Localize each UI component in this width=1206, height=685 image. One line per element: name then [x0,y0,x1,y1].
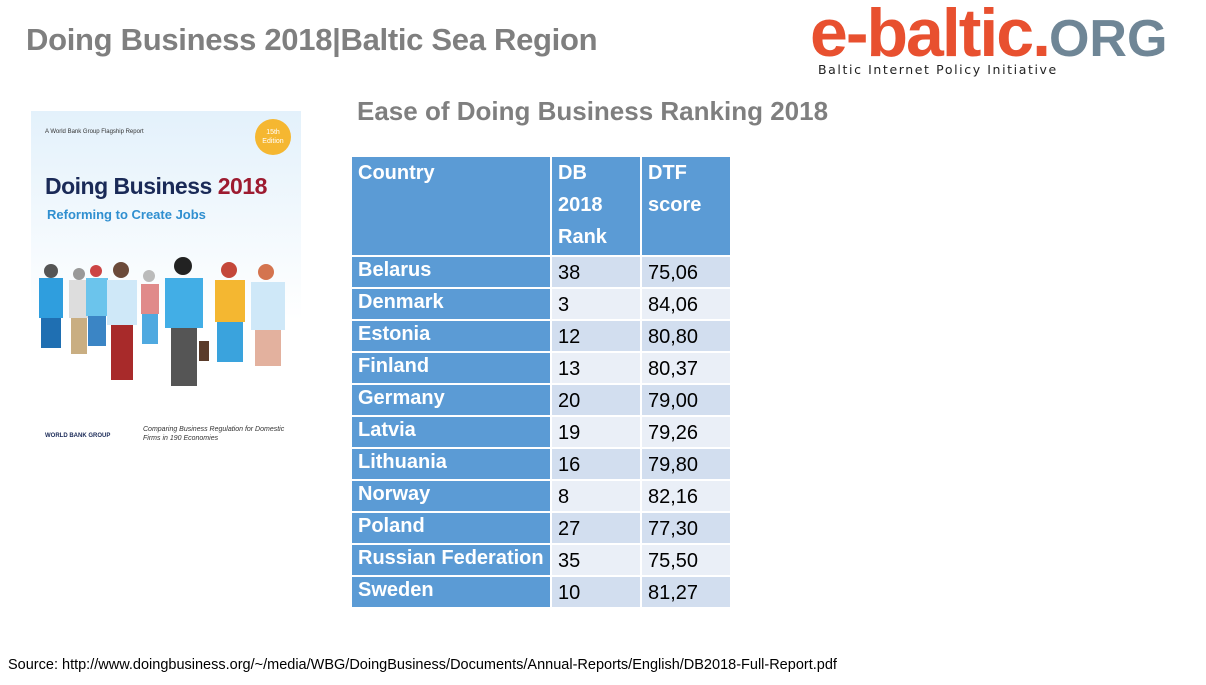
table-row: Belarus 38 75,06 [350,255,732,289]
slide-title: Doing Business 2018|Baltic Sea Region [26,22,598,57]
table-row: Estonia 12 80,80 [350,319,732,353]
cover-title-year: 2018 [217,173,268,199]
cell-dtf-score: 79,26 [640,415,732,449]
cell-rank: 35 [550,543,642,577]
people-figures [39,257,285,386]
world-bank-group-logo: WORLD BANK GROUP [45,433,111,439]
cell-country: Denmark [350,287,552,321]
cell-dtf-score: 82,16 [640,479,732,513]
cell-rank: 13 [550,351,642,385]
table-title: Ease of Doing Business Ranking 2018 [357,96,829,126]
logo-org-text: ORG [1048,10,1168,68]
cell-dtf-score: 81,27 [640,575,732,609]
cell-country: Latvia [350,415,552,449]
cover-title-text: Doing Business [45,173,218,199]
cell-dtf-score: 80,80 [640,319,732,353]
table-row: Russian Federation 35 75,50 [350,543,732,577]
table-row: Latvia 19 79,26 [350,415,732,449]
logo-tagline: Baltic Internet Policy Initiative [818,62,1058,77]
people-illustration [39,257,285,386]
cell-country: Belarus [350,255,552,289]
cell-country: Sweden [350,575,552,609]
table-row: Denmark 3 84,06 [350,287,732,321]
ranking-table: Country DB 2018 Rank DTF score Belarus 38… [350,155,732,609]
header-rank: DB 2018 Rank [550,155,642,257]
cell-rank: 12 [550,319,642,353]
cover-subtitle: Reforming to Create Jobs [47,207,206,222]
e-baltic-logo: e-baltic.ORG Baltic Internet Policy Init… [808,0,1206,82]
cover-title: Doing Business 2018 [45,173,267,200]
cell-country: Finland [350,351,552,385]
header-dtf-score: DTF score [640,155,732,257]
cell-dtf-score: 84,06 [640,287,732,321]
cell-rank: 27 [550,511,642,545]
cell-dtf-score: 79,00 [640,383,732,417]
cell-country: Germany [350,383,552,417]
cell-rank: 38 [550,255,642,289]
cell-rank: 10 [550,575,642,609]
report-cover-image: A World Bank Group Flagship Report 15th … [31,111,301,460]
cell-rank: 3 [550,287,642,321]
cell-country: Norway [350,479,552,513]
table-row: Lithuania 16 79,80 [350,447,732,481]
cell-rank: 8 [550,479,642,513]
header-country: Country [350,155,552,257]
source-footnote: Source: http://www.doingbusiness.org/~/m… [8,657,837,673]
table-row: Finland 13 80,37 [350,351,732,385]
cell-country: Lithuania [350,447,552,481]
cell-dtf-score: 77,30 [640,511,732,545]
table-row: Sweden 10 81,27 [350,575,732,609]
cover-flagship-label: A World Bank Group Flagship Report [45,129,144,135]
cell-country: Estonia [350,319,552,353]
table-row: Germany 20 79,00 [350,383,732,417]
table-row: Norway 8 82,16 [350,479,732,513]
cell-rank: 20 [550,383,642,417]
cell-dtf-score: 75,50 [640,543,732,577]
cell-country: Russian Federation [350,543,552,577]
cell-dtf-score: 75,06 [640,255,732,289]
cell-rank: 16 [550,447,642,481]
cell-rank: 19 [550,415,642,449]
table-row: Poland 27 77,30 [350,511,732,545]
cell-dtf-score: 79,80 [640,447,732,481]
logo-main-text: e-baltic. [810,0,1051,71]
cover-tagline: Comparing Business Regulation for Domest… [143,426,285,442]
cover-edition-badge: 15th Edition [255,119,291,155]
table-header-row: Country DB 2018 Rank DTF score [350,155,732,257]
cell-dtf-score: 80,37 [640,351,732,385]
cell-country: Poland [350,511,552,545]
